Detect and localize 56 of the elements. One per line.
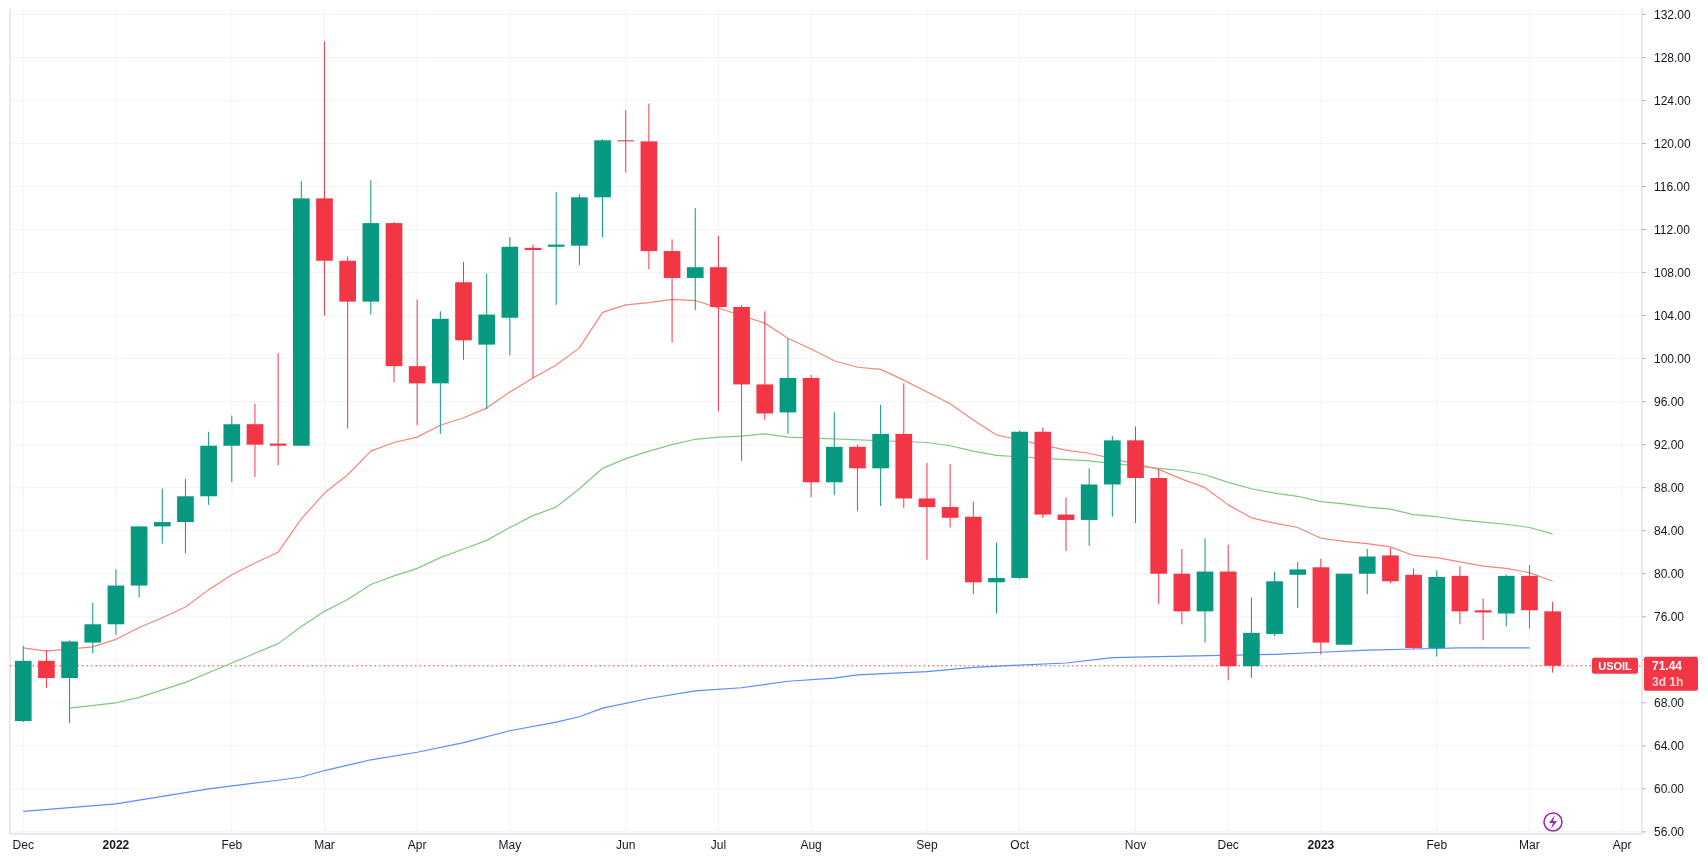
x-tick-label: Feb (1426, 838, 1448, 852)
y-tick-label: 84.00 (1654, 523, 1685, 538)
text: 3d 1h (1652, 674, 1684, 689)
y-tick-label: 112.00 (1654, 222, 1691, 237)
x-tick-label: Feb (221, 838, 243, 852)
candlestick (246, 403, 264, 478)
candlestick (849, 444, 866, 512)
x-tick-label: Jun (616, 838, 636, 852)
y-tick-label: 96.00 (1654, 394, 1685, 409)
candlestick (408, 298, 426, 426)
y-tick-label: 120.00 (1654, 136, 1692, 151)
x-tick-label: Oct (1010, 838, 1030, 852)
x-tick-label: Mar (314, 838, 335, 852)
candlestick (547, 191, 565, 306)
x-tick-label: Dec (12, 838, 34, 852)
candlestick (223, 415, 241, 483)
x-tick-label: Apr (1612, 838, 1632, 852)
line-series (68, 433, 1554, 709)
candlestick (617, 109, 635, 174)
line-series (22, 298, 1554, 652)
candlestick (686, 207, 704, 311)
y-tick-label: 124.00 (1654, 93, 1692, 108)
y-tick-label: 56.00 (1654, 825, 1685, 840)
ref-line-label: 71.44 (1652, 658, 1683, 673)
x-tick-label: Dec (1217, 838, 1239, 852)
y-tick-label: 128.00 (1654, 50, 1692, 65)
candlestick (1358, 548, 1376, 595)
line-series (22, 647, 1531, 813)
x-tick-label: 2023 (1307, 838, 1335, 852)
x-tick-label: Jul (710, 838, 727, 852)
candlestick (153, 488, 171, 545)
y-tick-label: 80.00 (1654, 566, 1685, 581)
x-tick-label: May (498, 838, 522, 852)
y-tick-label: 116.00 (1654, 179, 1691, 194)
y-tick-label: 132.00 (1654, 7, 1692, 22)
candlestick (941, 463, 959, 528)
x-tick-label: Nov (1124, 838, 1147, 852)
y-tick-label: 64.00 (1654, 739, 1685, 754)
x-tick-label: Mar (1519, 838, 1540, 852)
y-tick-label: 76.00 (1654, 609, 1685, 624)
y-tick-label: 108.00 (1654, 265, 1692, 280)
y-tick-label: 88.00 (1654, 480, 1685, 495)
y-tick-label: 68.00 (1654, 695, 1685, 710)
candlestick (84, 602, 102, 654)
y-tick-label: 100.00 (1654, 351, 1692, 366)
annotation: USOIL (1598, 659, 1633, 672)
candlestick (988, 542, 1005, 615)
x-tick-label: Sep (916, 838, 938, 852)
y-tick-label: 92.00 (1654, 437, 1685, 452)
x-tick-label: 2022 (102, 838, 130, 852)
x-tick-label: Aug (800, 838, 822, 852)
x-tick-label: Apr (407, 838, 427, 852)
y-tick-label: 104.00 (1654, 308, 1692, 323)
y-tick-label: 60.00 (1654, 782, 1685, 797)
candlestick (1289, 561, 1307, 609)
candlestick (918, 462, 936, 561)
